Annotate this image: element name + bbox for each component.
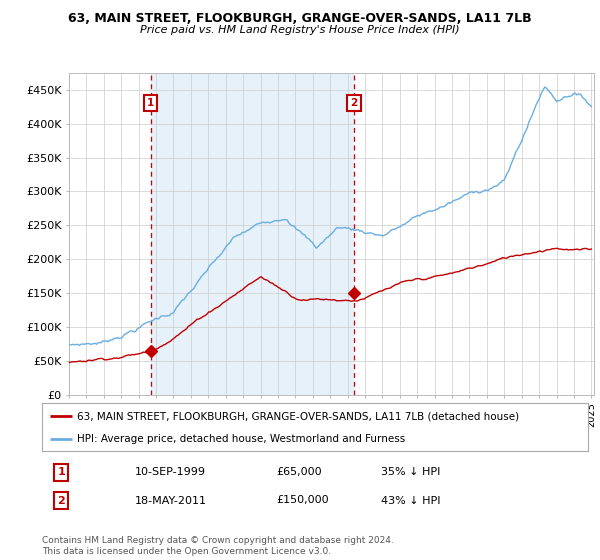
Text: 18-MAY-2011: 18-MAY-2011 xyxy=(135,496,207,506)
Bar xyxy=(151,73,354,395)
Text: 1: 1 xyxy=(57,467,65,477)
Text: Contains HM Land Registry data © Crown copyright and database right 2024.
This d: Contains HM Land Registry data © Crown c… xyxy=(42,536,394,556)
Text: HPI: Average price, detached house, Westmorland and Furness: HPI: Average price, detached house, West… xyxy=(77,434,406,444)
Text: £150,000: £150,000 xyxy=(277,496,329,506)
Text: Price paid vs. HM Land Registry's House Price Index (HPI): Price paid vs. HM Land Registry's House … xyxy=(140,25,460,35)
Text: 2: 2 xyxy=(350,99,358,108)
Text: £65,000: £65,000 xyxy=(277,467,322,477)
Text: 63, MAIN STREET, FLOOKBURGH, GRANGE-OVER-SANDS, LA11 7LB: 63, MAIN STREET, FLOOKBURGH, GRANGE-OVER… xyxy=(68,12,532,25)
Text: 2: 2 xyxy=(57,496,65,506)
Text: 1: 1 xyxy=(147,99,154,108)
Text: 35% ↓ HPI: 35% ↓ HPI xyxy=(380,467,440,477)
Text: 63, MAIN STREET, FLOOKBURGH, GRANGE-OVER-SANDS, LA11 7LB (detached house): 63, MAIN STREET, FLOOKBURGH, GRANGE-OVER… xyxy=(77,411,520,421)
Text: 10-SEP-1999: 10-SEP-1999 xyxy=(135,467,206,477)
Text: 43% ↓ HPI: 43% ↓ HPI xyxy=(380,496,440,506)
